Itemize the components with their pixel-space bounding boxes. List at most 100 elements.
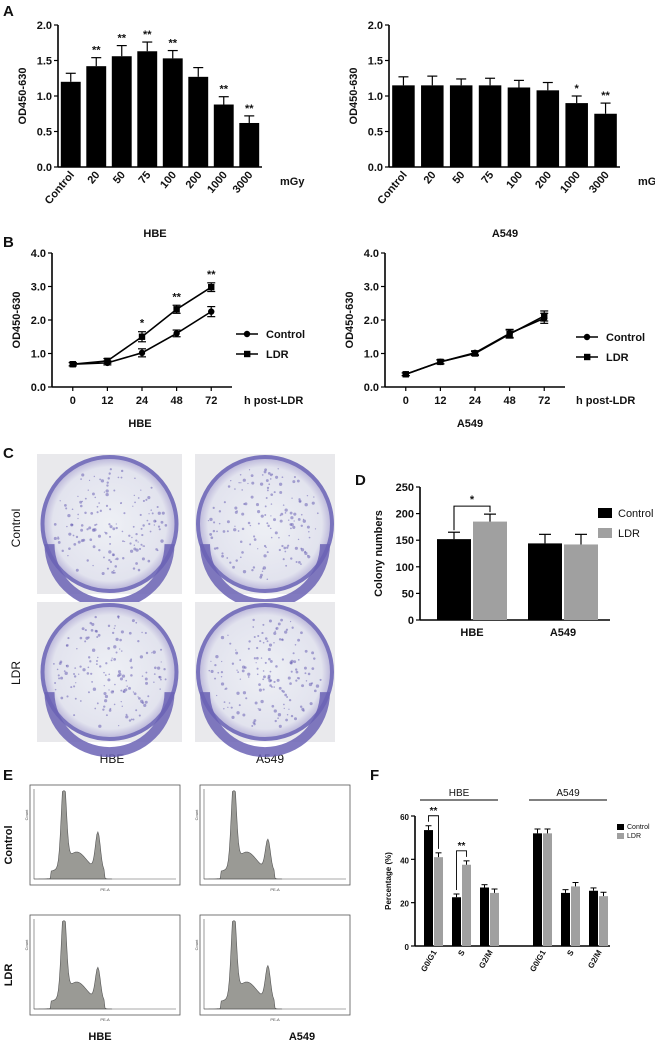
colony-dot xyxy=(59,500,61,502)
data-point xyxy=(104,357,111,365)
colony-dot xyxy=(130,674,133,677)
colony-dot xyxy=(251,568,254,572)
colony-dot xyxy=(269,684,272,687)
colony-dot xyxy=(240,482,242,484)
colony-dot xyxy=(247,647,250,650)
colony-dot xyxy=(79,636,83,640)
chart-title: HBE xyxy=(128,418,151,430)
colony-dot xyxy=(125,679,128,682)
colony-dot xyxy=(131,619,135,623)
colony-dot xyxy=(227,634,229,636)
colony-dot xyxy=(114,625,116,627)
colony-dot xyxy=(133,494,136,497)
panel-label-e: E xyxy=(3,767,13,784)
colony-dot xyxy=(212,506,215,510)
colony-dot xyxy=(257,522,260,525)
colony-dot xyxy=(113,569,115,572)
colony-dot xyxy=(135,621,138,624)
chart-a-a549: 0.0 0.5 1.0 1.5 2.0 OD450-630 Control 20 50 75 100… xyxy=(348,20,655,240)
legend-label: LDR xyxy=(627,833,641,840)
colony-dot xyxy=(290,516,294,520)
colony-dot xyxy=(268,657,271,661)
colony-dot xyxy=(96,636,99,638)
colony-dot xyxy=(89,621,93,625)
colony-dot xyxy=(264,468,268,472)
x-tick-label: 3000 xyxy=(587,169,612,195)
colony-dot xyxy=(146,519,149,522)
colony-dot xyxy=(147,695,150,698)
colony-dot xyxy=(87,489,89,491)
colony-dot xyxy=(108,673,111,676)
colony-dot xyxy=(282,558,285,561)
x-unit-label: mGy xyxy=(280,176,305,188)
colony-dot xyxy=(108,709,112,712)
colony-dot xyxy=(161,511,165,515)
colony-dot xyxy=(96,702,99,705)
colony-dot xyxy=(248,640,251,643)
colony-dot xyxy=(130,718,133,721)
colony-dot xyxy=(216,530,218,533)
significance-bracket xyxy=(453,505,491,531)
colony-dot xyxy=(145,671,148,674)
colony-dot xyxy=(314,528,317,530)
histogram-x-label: PE-A xyxy=(100,887,110,892)
colony-dot xyxy=(247,676,250,678)
colony-dot xyxy=(299,705,303,708)
significance-label: ** xyxy=(168,38,177,50)
colony-dot xyxy=(143,703,147,708)
colony-dot xyxy=(54,682,57,684)
colony-dot xyxy=(236,669,238,671)
colony-dot xyxy=(264,637,268,640)
colony-dot xyxy=(271,473,274,476)
colony-dot xyxy=(269,670,272,673)
histogram-y-label: Count xyxy=(24,939,29,951)
colony-dot xyxy=(153,681,155,683)
colony-dot xyxy=(153,524,156,526)
histogram-x-label: PE-A xyxy=(100,1017,110,1022)
colony-dot xyxy=(261,631,264,635)
data-point xyxy=(69,361,76,368)
colony-dot xyxy=(124,540,126,543)
colony-dot xyxy=(148,513,150,515)
colony-dot xyxy=(262,678,265,681)
significance-label: * xyxy=(140,318,145,330)
colony-dot xyxy=(107,477,110,480)
bar xyxy=(86,66,107,167)
y-tick-label: 0.0 xyxy=(368,162,383,174)
significance-label: ** xyxy=(245,103,254,115)
colony-dot xyxy=(226,557,229,559)
significance-bracket xyxy=(456,850,467,890)
colony-dot xyxy=(80,528,84,532)
colony-dot xyxy=(53,523,57,526)
colony-dot xyxy=(250,474,254,478)
colony-dot xyxy=(262,688,265,691)
colony-dot xyxy=(77,495,79,498)
colony-dot xyxy=(90,628,94,632)
colony-dot xyxy=(310,682,314,685)
histogram-x-label: PE-A xyxy=(270,887,280,892)
colony-dot xyxy=(245,697,248,700)
colony-dot xyxy=(129,549,134,553)
colony-dot xyxy=(104,531,106,533)
bar-control xyxy=(437,539,471,620)
colony-dot xyxy=(90,512,94,515)
colony-dot xyxy=(274,719,277,723)
colony-dot xyxy=(80,524,84,527)
colony-dot xyxy=(293,512,297,516)
colony-dot xyxy=(75,682,77,684)
colony-dot xyxy=(84,497,87,500)
colony-dot xyxy=(79,500,83,504)
colony-dot xyxy=(261,570,264,573)
plate-stain-rim xyxy=(44,544,175,610)
x-tick-label: 12 xyxy=(101,395,113,407)
colony-dot xyxy=(120,689,123,692)
colony-dot xyxy=(139,513,142,517)
colony-dot xyxy=(222,530,226,533)
colony-dot xyxy=(145,681,149,685)
y-tick-label: 2.0 xyxy=(368,20,383,32)
data-point xyxy=(173,306,180,313)
plate-stain-rim xyxy=(44,692,175,758)
colony-dot xyxy=(108,558,111,562)
colony-dot xyxy=(71,508,74,511)
